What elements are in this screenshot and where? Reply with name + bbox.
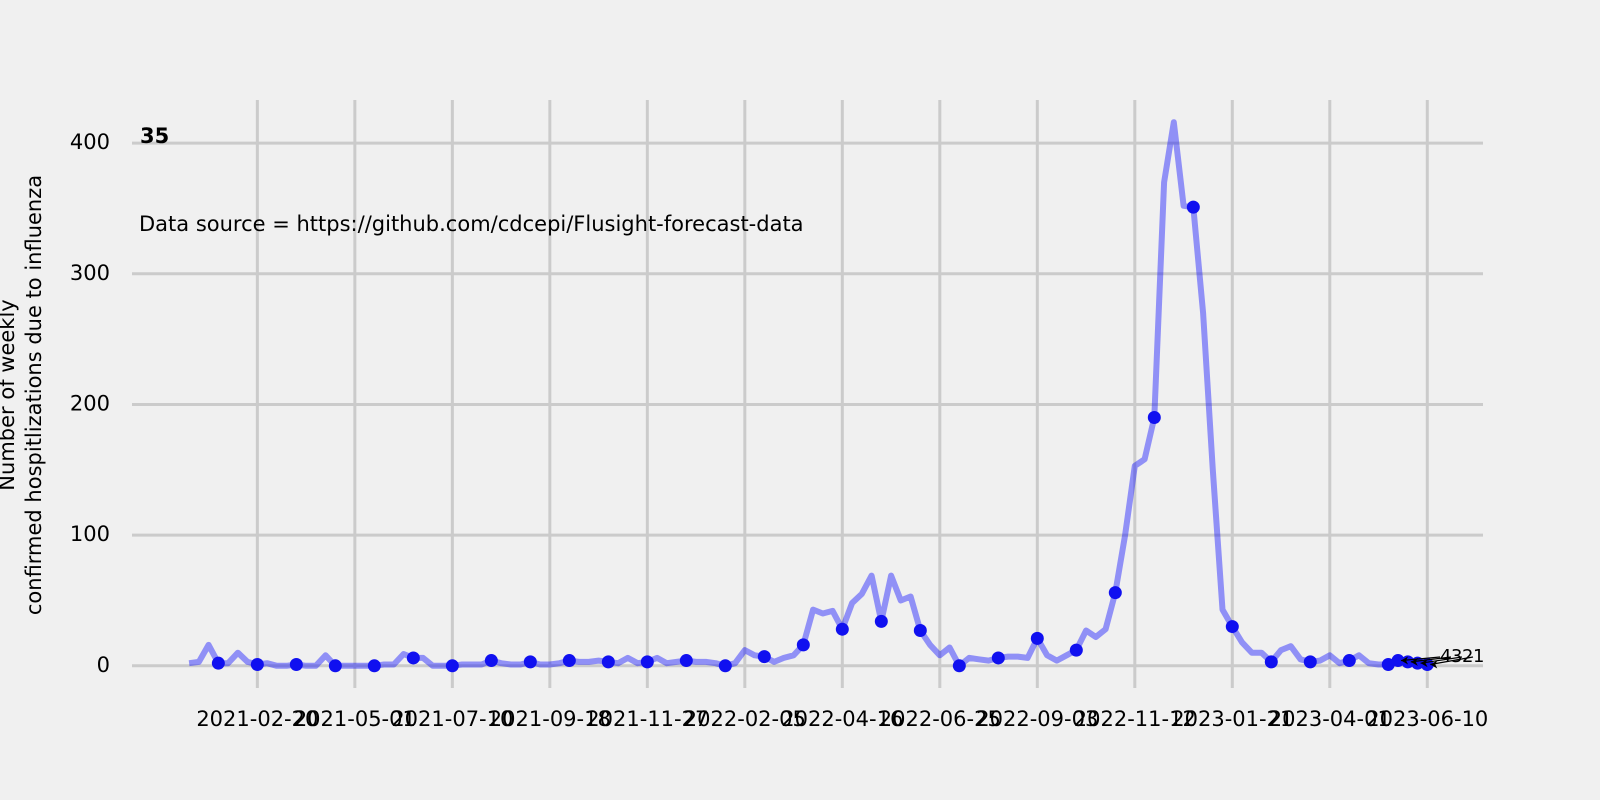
data-point (796, 638, 810, 652)
data-point (1147, 411, 1161, 425)
data-point (991, 651, 1005, 665)
data-point (1381, 657, 1395, 671)
data-point (367, 659, 381, 673)
grid (132, 100, 1483, 688)
chart-title: 35 (140, 124, 169, 148)
x-tick-label: 2021-09-18 (489, 707, 611, 731)
x-tick-label: 2022-06-25 (879, 707, 1001, 731)
annotation: 3 (1451, 646, 1462, 667)
annotation-arrow (1400, 656, 1441, 662)
data-point (562, 654, 576, 668)
data-point (835, 622, 849, 636)
data-point (250, 657, 264, 671)
data-point (679, 654, 693, 668)
y-tick-label: 400 (70, 130, 110, 154)
data-point (211, 656, 225, 670)
data-point (445, 659, 459, 673)
annotation-arrowhead (1410, 657, 1418, 666)
x-tick-label: 2021-11-27 (586, 707, 708, 731)
y-tick-label: 0 (97, 653, 110, 677)
annotation: 1 (1473, 646, 1484, 667)
x-tick-label: 2022-09-03 (976, 707, 1098, 731)
data-point (289, 657, 303, 671)
annotation-arrowhead (1420, 659, 1428, 668)
data-point (913, 624, 927, 638)
data-point (874, 614, 888, 628)
x-tick-label: 2021-07-10 (391, 707, 513, 731)
y-tick-label: 100 (70, 522, 110, 546)
y-axis-label: confirmed hospitlizations due to influen… (22, 175, 46, 615)
data-point (1264, 655, 1278, 669)
data-point (640, 655, 654, 669)
annotation-arrowhead (1430, 660, 1438, 669)
data-point (406, 651, 420, 665)
x-tick-label: 2022-04-16 (781, 707, 903, 731)
subtitle: Data source = https://github.com/cdcepi/… (139, 212, 804, 236)
x-tick-label: 2023-06-10 (1366, 707, 1488, 731)
data-point (1108, 586, 1122, 600)
annotation-arrowhead (1401, 656, 1409, 665)
x-tick-label: 2022-02-05 (684, 707, 806, 731)
data-point (1391, 654, 1405, 668)
data-point (1030, 631, 1044, 645)
data-point (484, 654, 498, 668)
data-point (1225, 620, 1239, 634)
x-tick-label: 2022-11-12 (1074, 707, 1196, 731)
y-tick-label: 200 (70, 391, 110, 415)
x-tick-label: 2023-04-01 (1269, 707, 1391, 731)
data-point (718, 659, 732, 673)
annotation-arrow (1410, 656, 1452, 663)
annotation-arrow (1430, 656, 1474, 666)
data-line (188, 119, 1428, 669)
x-tick-label: 2021-05-01 (294, 707, 416, 731)
x-tick-label: 2021-02-20 (196, 707, 318, 731)
data-point (1303, 655, 1317, 669)
data-point (601, 655, 615, 669)
data-point (1069, 643, 1083, 657)
x-tick-label: 2023-01-21 (1171, 707, 1293, 731)
annotation-arrow (1420, 656, 1463, 664)
data-point (1342, 654, 1356, 668)
data-point (757, 650, 771, 664)
data-point (328, 659, 342, 673)
annotation: 2 (1462, 646, 1473, 667)
y-axis-label: Number of weekly (0, 299, 19, 490)
data-point (952, 659, 966, 673)
data-point (523, 655, 537, 669)
annotation: 4 (1440, 646, 1451, 667)
data-point (1186, 200, 1200, 214)
y-tick-label: 300 (70, 261, 110, 285)
